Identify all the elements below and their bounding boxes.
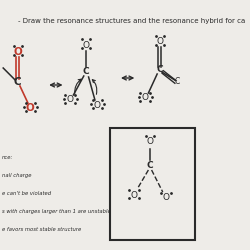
Text: nall charge: nall charge [2, 173, 31, 178]
Text: O: O [67, 96, 74, 104]
Text: s with charges larger than 1 are unstable: s with charges larger than 1 are unstabl… [2, 209, 110, 214]
Text: O: O [26, 103, 35, 113]
Text: - Draw the resonance structures and the resonance hybrid for ca: - Draw the resonance structures and the … [18, 18, 245, 24]
Text: e favors most stable structure: e favors most stable structure [2, 227, 81, 232]
Text: e can’t be violated: e can’t be violated [2, 191, 51, 196]
Text: O: O [162, 194, 170, 202]
Text: O: O [94, 100, 101, 110]
Text: O: O [142, 94, 149, 102]
Text: O: O [130, 190, 138, 200]
Bar [110, 128, 196, 240]
Text: nce:: nce: [2, 155, 13, 160]
Text: C: C [156, 66, 163, 74]
Text: C: C [174, 78, 180, 86]
Text: C: C [83, 68, 89, 76]
Text: O: O [83, 40, 90, 50]
Text: C: C [147, 160, 153, 170]
Text: O: O [156, 38, 163, 46]
Text: C: C [14, 77, 21, 87]
Text: O: O [146, 138, 154, 146]
Text: O: O [13, 47, 22, 57]
